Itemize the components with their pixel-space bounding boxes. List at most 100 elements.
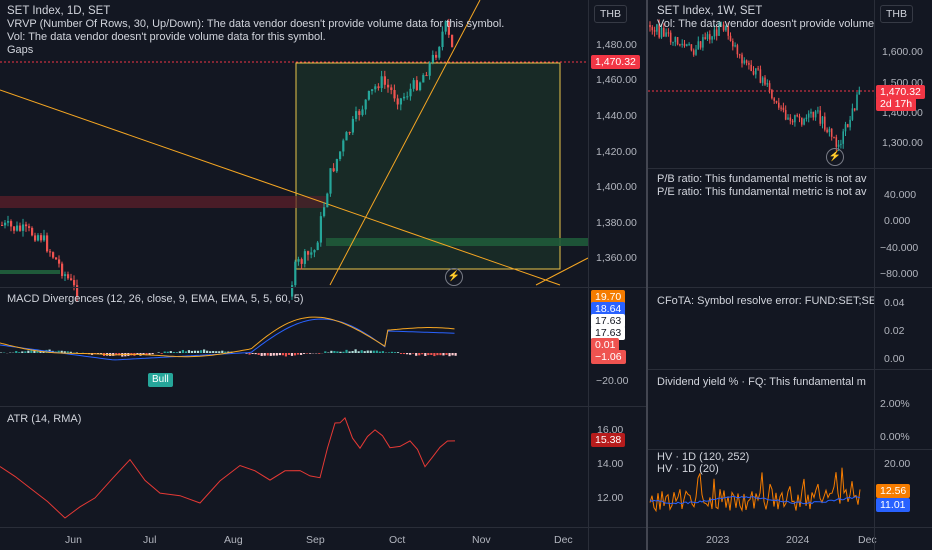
cfota-label: CFoTA: Symbol resolve error: FUND:SET;SE…	[657, 295, 875, 307]
range-box	[295, 62, 561, 270]
bull-label: Bull	[148, 373, 173, 387]
candle-body	[775, 100, 778, 103]
currency-button[interactable]: THB	[880, 5, 913, 23]
pane-divider[interactable]	[0, 287, 646, 288]
candle-body	[1, 225, 4, 226]
candle-body	[828, 128, 831, 133]
vrvp-legend: VRVP (Number Of Rows, 30, Up/Down): The …	[7, 18, 505, 30]
candle-body	[7, 221, 10, 223]
ratio-tick: 40.000	[884, 189, 917, 201]
candle-body	[380, 76, 383, 89]
candle-body	[766, 83, 769, 85]
candle-body	[658, 24, 660, 38]
currency-button[interactable]: THB	[594, 5, 627, 23]
candle-body	[58, 259, 61, 264]
left-chart-canvas[interactable]	[0, 0, 646, 550]
candle-body	[399, 98, 402, 105]
gap-zone-red-2	[296, 196, 326, 208]
price-tick: 1,460.00	[596, 74, 637, 86]
layout-divider[interactable]	[646, 0, 648, 550]
candle-body	[361, 109, 364, 115]
candle-body	[396, 98, 399, 105]
candle-body	[837, 144, 840, 147]
pane-divider[interactable]	[0, 406, 646, 407]
pane-divider[interactable]	[648, 449, 932, 450]
candle-body	[367, 90, 370, 100]
candle-body	[847, 124, 849, 128]
left-chart-panel[interactable]: SET Index, 1D, SET VRVP (Number Of Rows,…	[0, 0, 646, 550]
lightning-icon[interactable]: ⚡	[445, 268, 463, 286]
candle-body	[842, 131, 844, 144]
candle-body	[791, 120, 794, 123]
candle-body	[13, 226, 16, 231]
candle-body	[807, 113, 810, 118]
candle-body	[70, 278, 73, 281]
candle-body	[451, 34, 454, 48]
candle-body	[856, 94, 858, 111]
candle-body	[676, 37, 679, 45]
candle-body	[787, 117, 789, 120]
candle-body	[339, 151, 342, 160]
pe-label: P/E ratio: This fundamental metric is no…	[657, 186, 867, 198]
candle-body	[718, 24, 720, 36]
right-chart-canvas[interactable]	[648, 0, 932, 550]
candle-body	[10, 221, 13, 227]
candle-body	[329, 168, 332, 194]
candle-body	[743, 60, 746, 64]
price-tick: 1,300.00	[882, 137, 923, 149]
time-tick: Dec	[858, 534, 877, 546]
candle-body	[444, 21, 447, 32]
candle-body	[727, 25, 729, 36]
pane-divider[interactable]	[648, 287, 932, 288]
candle-body	[660, 27, 663, 38]
macd-value: 0.01	[591, 338, 620, 352]
candle-body	[4, 222, 7, 226]
candle-body	[294, 261, 297, 286]
candle-body	[858, 90, 861, 95]
candle-body	[342, 140, 345, 152]
candle-body	[358, 111, 361, 115]
candle-body	[686, 44, 688, 46]
candle-body	[759, 69, 762, 83]
candle-body	[409, 88, 412, 97]
candle-body	[835, 137, 838, 147]
candle-body	[441, 31, 444, 48]
dividend-tick: 2.00%	[880, 398, 910, 410]
price-axis-border	[588, 0, 589, 550]
pane-divider[interactable]	[648, 168, 932, 169]
candle-body	[768, 83, 771, 91]
candle-body	[690, 44, 693, 51]
candle-body	[683, 43, 686, 46]
candle-body	[435, 54, 438, 58]
trend-line-down	[0, 89, 561, 286]
lightning-icon[interactable]: ⚡	[826, 148, 844, 166]
candle-body	[43, 235, 46, 241]
pane-divider[interactable]	[648, 369, 932, 370]
candle-body	[319, 216, 322, 243]
candle-body	[817, 110, 819, 112]
candle-body	[364, 99, 367, 110]
candle-body	[761, 77, 764, 83]
candle-body	[734, 45, 736, 47]
candle-body	[656, 24, 658, 32]
chart-title: SET Index, 1W, SET	[657, 5, 763, 17]
candle-body	[711, 36, 713, 40]
candle-body	[798, 116, 801, 118]
candle-body	[303, 251, 306, 264]
time-axis-border	[648, 527, 932, 528]
hv-tick: 20.00	[884, 458, 911, 470]
candle-body	[387, 84, 390, 88]
last-price-label: 1,470.32	[591, 55, 640, 69]
candle-body	[64, 274, 67, 276]
candle-body	[745, 60, 748, 63]
candle-body	[16, 225, 19, 231]
candle-body	[393, 90, 396, 99]
candle-body	[830, 128, 833, 137]
cfota-tick: 0.02	[884, 325, 905, 337]
candle-body	[348, 132, 351, 134]
candle-body	[789, 117, 792, 121]
countdown-label: 2d 17h	[876, 97, 917, 111]
right-chart-panel[interactable]: SET Index, 1W, SET Vol: The data vendor …	[648, 0, 932, 550]
time-tick: Jun	[65, 534, 82, 546]
candle-body	[67, 274, 70, 279]
